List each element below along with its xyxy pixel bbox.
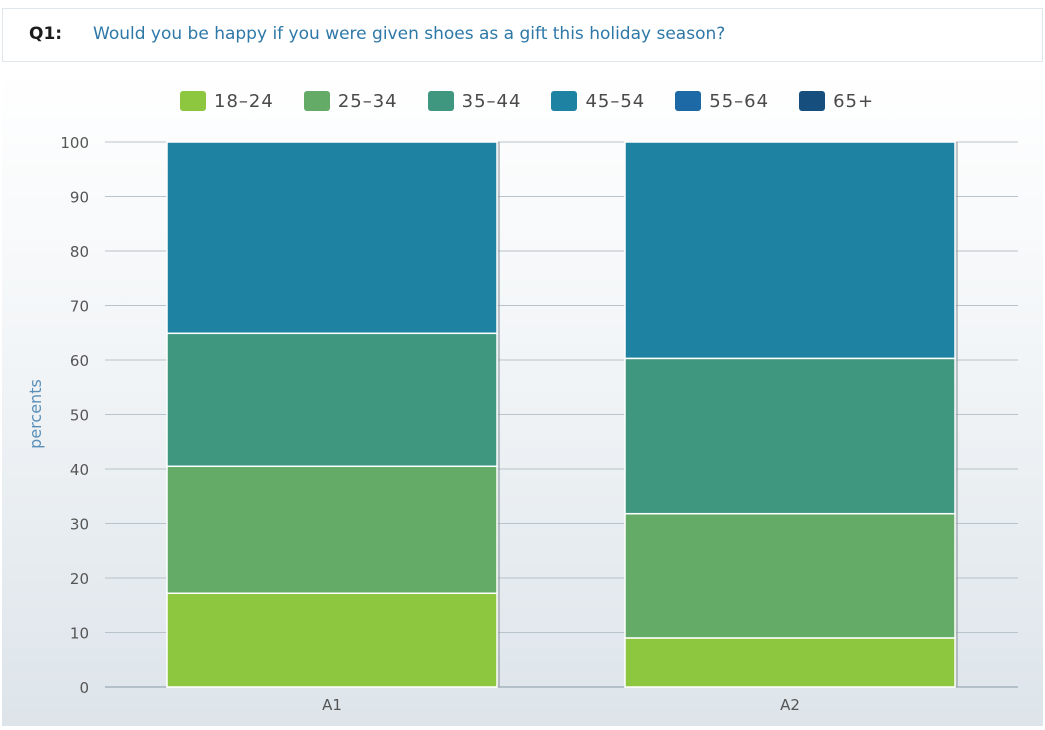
y-tick-label: 10 [70,625,89,643]
legend-label: 35–44 [461,90,522,112]
y-tick-label: 0 [79,679,89,697]
y-tick-label: 100 [60,134,89,152]
question-text: Would you be happy if you were given sho… [93,24,726,44]
legend-label: 25–34 [337,90,398,112]
y-axis-label: percents [26,379,45,449]
y-tick-label: 50 [70,407,89,425]
bar-segment-A2-25-34 [624,512,956,639]
legend-item-18-24[interactable]: 18–24 [180,91,274,112]
legend-swatch [303,91,330,111]
y-tick-label: 70 [70,298,89,316]
x-tick-label: A1 [322,696,342,714]
legend-swatch [799,91,826,111]
y-tick-label: 80 [70,243,89,261]
bar-segment-A2-35-44 [624,357,956,515]
bar-segment-A1-18-24 [166,592,498,688]
legend-label: 55–64 [709,90,770,112]
question-header: Q1: Would you be happy if you were given… [2,8,1043,62]
y-tick-label: 30 [70,516,89,534]
y-tick-label: 60 [70,352,89,370]
bar-segment-A1-35-44 [166,332,498,468]
legend-swatch [180,91,206,111]
bar-segment-A1-25-34 [166,465,498,595]
legend-swatch [675,91,702,111]
bar-segment-A2-18-24 [624,637,956,688]
legend-item-65+[interactable]: 65+ [799,91,874,112]
legend-label: 65+ [833,90,875,112]
legend-item-35-44[interactable]: 35–44 [427,90,522,112]
question-number: Q1: [29,24,63,44]
legend-swatch [427,91,454,111]
legend-label: 18–24 [214,90,274,112]
legend-swatch [551,91,578,111]
legend-item-55-64[interactable]: 55–64 [675,91,769,112]
x-tick-label: A2 [780,696,800,714]
legend-item-25-34[interactable]: 25–34 [303,90,398,112]
legend-label: 45–54 [585,90,646,112]
chart-legend: 18–24 25–34 35–44 45–54 55–64 65+ [180,88,940,114]
legend-item-45-54[interactable]: 45–54 [551,91,645,112]
y-tick-label: 90 [70,189,89,207]
y-tick-label: 40 [70,461,89,479]
bar-segment-A2-45-54 [624,141,956,360]
y-tick-label: 20 [70,570,89,588]
bar-segment-A1-45-54 [166,141,498,335]
